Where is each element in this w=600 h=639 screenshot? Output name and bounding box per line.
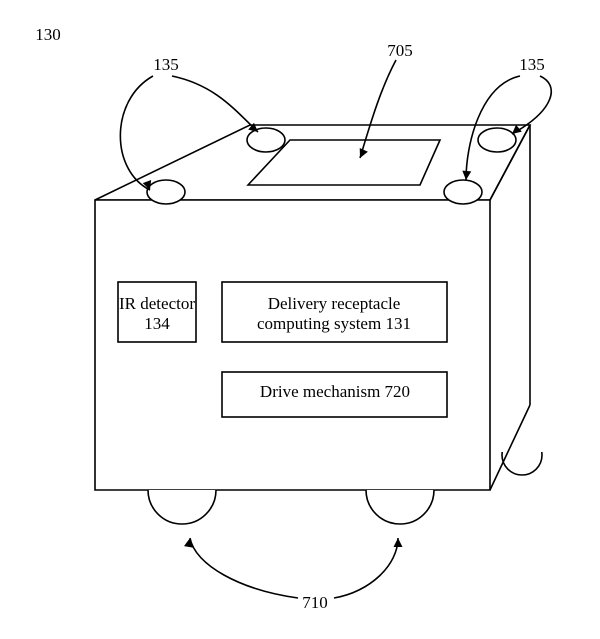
beacon-back-right bbox=[444, 180, 482, 204]
ref-135-left: 135 bbox=[153, 55, 179, 74]
computing-system-label-2: computing system 131 bbox=[257, 314, 411, 333]
beacon-back-left bbox=[147, 180, 185, 204]
beacon-front-right bbox=[478, 128, 516, 152]
wheel-side bbox=[502, 435, 542, 475]
callout-710 bbox=[190, 538, 398, 598]
box-front-face bbox=[95, 200, 490, 490]
ref-710: 710 bbox=[302, 593, 328, 612]
computing-system-label-1: Delivery receptacle bbox=[268, 294, 401, 313]
drive-mechanism-label: Drive mechanism 720 bbox=[260, 382, 410, 401]
box-side-edge-bottom bbox=[490, 405, 530, 490]
wheel-front-right bbox=[366, 490, 434, 524]
beacon-front-left bbox=[247, 128, 285, 152]
ir-detector-label-2: 134 bbox=[144, 314, 170, 333]
figure-ref: 130 bbox=[35, 25, 61, 44]
ref-705: 705 bbox=[387, 41, 413, 60]
ir-detector-label-1: IR detector bbox=[119, 294, 195, 313]
wheel-front-left bbox=[148, 490, 216, 524]
ref-135-right: 135 bbox=[519, 55, 545, 74]
